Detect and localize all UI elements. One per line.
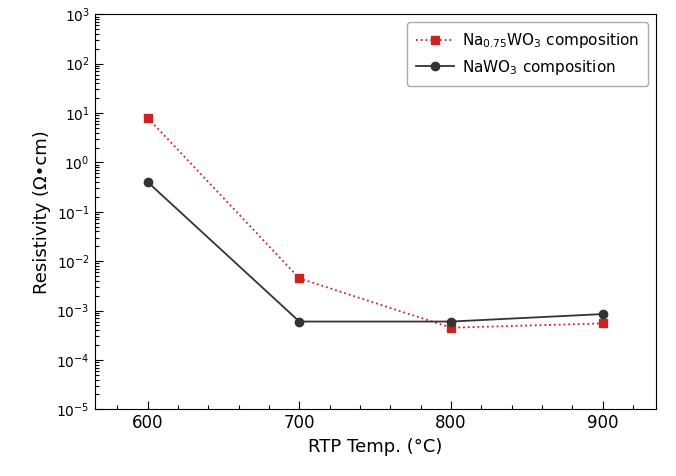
X-axis label: RTP Temp. (°C): RTP Temp. (°C) [308, 438, 442, 456]
Na$_{0.75}$WO$_{3}$ composition [295, 276, 304, 281]
Line: Na$_{0.75}$WO$_{3}$ composition: Na$_{0.75}$WO$_{3}$ composition [143, 114, 607, 332]
Legend: Na$_{0.75}$WO$_{3}$ composition, NaWO$_{3}$ composition: Na$_{0.75}$WO$_{3}$ composition, NaWO$_{… [406, 22, 648, 86]
NaWO$_{3}$ composition [447, 319, 455, 325]
NaWO$_{3}$ composition [598, 311, 606, 317]
Na$_{0.75}$WO$_{3}$ composition [144, 115, 152, 121]
NaWO$_{3}$ composition [144, 179, 152, 185]
Na$_{0.75}$WO$_{3}$ composition [598, 320, 606, 326]
Y-axis label: Resistivity (Ω•cm): Resistivity (Ω•cm) [32, 130, 51, 294]
Line: NaWO$_{3}$ composition: NaWO$_{3}$ composition [143, 178, 607, 326]
NaWO$_{3}$ composition [295, 319, 304, 325]
Na$_{0.75}$WO$_{3}$ composition [447, 325, 455, 330]
